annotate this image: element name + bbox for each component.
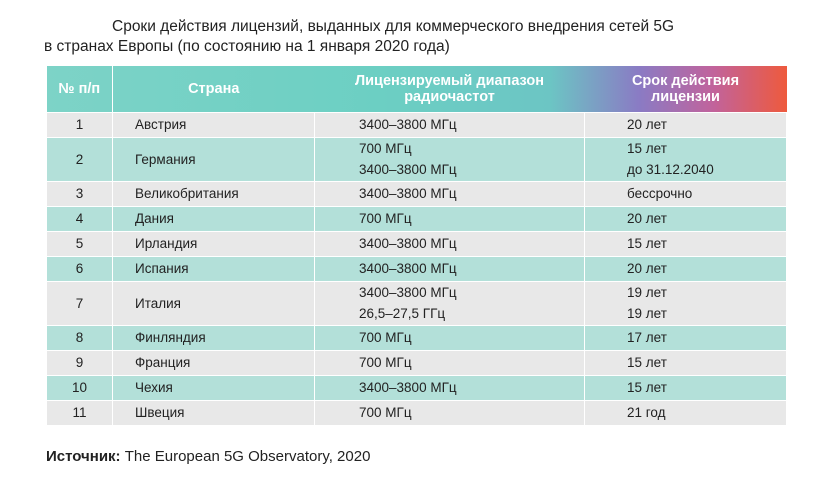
cell-range: 700 МГц [314,349,585,376]
cell-term: 20 лет [584,205,787,232]
cell-range: 700 МГц 3400–3800 МГц [314,136,585,182]
source-label: Источник: [46,448,121,465]
range-line: 3400–3800 МГц [359,117,457,132]
cell-term: 15 лет до 31.12.2040 [584,136,787,182]
table-row: 10 Чехия 3400–3800 МГц 15 лет [46,374,787,401]
cell-country: Австрия [112,111,315,138]
term-line: бессрочно [627,186,693,201]
table-row: 5 Ирландия 3400–3800 МГц 15 лет [46,230,787,257]
table-row: 7 Италия 3400–3800 МГц 26,5–27,5 ГГц 19 лет 1… [46,280,787,326]
cell-num: 5 [46,230,113,257]
cell-country: Франция [112,349,315,376]
cell-num: 7 [46,280,113,326]
cell-range: 700 МГц [314,399,585,426]
table-row: 3 Великобритания 3400–3800 МГц бессрочно [46,180,787,207]
cell-range: 3400–3800 МГц [314,255,585,282]
range-line: 700 МГц [359,355,412,370]
licenses-table: № п/п Страна Лицензируемый диапазон ради… [46,66,787,426]
source-note: Источник: The European 5G Observatory, 2… [46,448,370,465]
cell-country: Финляндия [112,324,315,351]
table-row: 1 Австрия 3400–3800 МГц 20 лет [46,111,787,138]
cell-range: 3400–3800 МГц [314,374,585,401]
cell-num: 2 [46,136,113,182]
cell-term: бессрочно [584,180,787,207]
cell-num: 8 [46,324,113,351]
term-line: 17 лет [627,330,667,345]
cell-country: Дания [112,205,315,232]
cell-term: 19 лет 19 лет [584,280,787,326]
cell-country: Швеция [112,399,315,426]
cell-country: Германия [112,136,315,182]
title-line-1: Сроки действия лицензий, выданных для ко… [112,18,675,35]
header-range: Лицензируемый диапазон радиочастот [315,66,585,112]
title-line-2: в странах Европы (по состоянию на 1 янва… [44,38,450,55]
range-line: 700 МГц [359,330,412,345]
cell-range: 3400–3800 МГц [314,111,585,138]
cell-num: 10 [46,374,113,401]
term-line: до 31.12.2040 [627,162,714,177]
cell-range: 700 МГц [314,205,585,232]
header-num: № п/п [46,66,113,112]
term-line: 20 лет [627,117,667,132]
cell-num: 4 [46,205,113,232]
term-line: 20 лет [627,211,667,226]
cell-term: 20 лет [584,111,787,138]
cell-term: 17 лет [584,324,787,351]
range-line: 3400–3800 МГц [359,261,457,276]
header-term-line-2: лицензии [651,88,720,105]
range-line: 3400–3800 МГц [359,236,457,251]
term-line: 19 лет [627,306,667,321]
range-line: 3400–3800 МГц [359,162,457,177]
page-title: Сроки действия лицензий, выданных для ко… [44,17,784,57]
table-row: 11 Швеция 700 МГц 21 год [46,399,787,426]
cell-range: 3400–3800 МГц [314,180,585,207]
table-row: 2 Германия 700 МГц 3400–3800 МГц 15 лет до 31… [46,136,787,182]
table-row: 4 Дания 700 МГц 20 лет [46,205,787,232]
range-line: 700 МГц [359,211,412,226]
cell-term: 20 лет [584,255,787,282]
range-line: 700 МГц [359,141,412,156]
table-body: 1 Австрия 3400–3800 МГц 20 лет 2 Германия 700 … [46,111,787,426]
cell-num: 1 [46,111,113,138]
header-term: Срок действия лицензии [585,66,787,112]
range-line: 3400–3800 МГц [359,380,457,395]
header-range-line-2: радиочастот [404,88,495,105]
term-line: 15 лет [627,355,667,370]
cell-range: 700 МГц [314,324,585,351]
source-text: The European 5G Observatory, 2020 [120,448,371,465]
cell-num: 11 [46,399,113,426]
cell-term: 15 лет [584,230,787,257]
range-line: 26,5–27,5 ГГц [359,306,446,321]
header-country: Страна [188,80,240,97]
table-row: 8 Финляндия 700 МГц 17 лет [46,324,787,351]
cell-term: 15 лет [584,374,787,401]
term-line: 20 лет [627,261,667,276]
range-line: 700 МГц [359,405,412,420]
cell-country: Ирландия [112,230,315,257]
range-line: 3400–3800 МГц [359,285,457,300]
term-line: 15 лет [627,236,667,251]
term-line: 15 лет [627,141,667,156]
cell-term: 15 лет [584,349,787,376]
term-line: 15 лет [627,380,667,395]
header-term-line-1: Срок действия [631,72,740,89]
cell-range: 3400–3800 МГц 26,5–27,5 ГГц [314,280,585,326]
table-header-row: № п/п Страна Лицензируемый диапазон ради… [46,66,787,112]
term-line: 19 лет [627,285,667,300]
cell-num: 9 [46,349,113,376]
cell-country: Испания [112,255,315,282]
table-row: 9 Франция 700 МГц 15 лет [46,349,787,376]
cell-num: 6 [46,255,113,282]
cell-range: 3400–3800 МГц [314,230,585,257]
cell-country: Чехия [112,374,315,401]
cell-term: 21 год [584,399,787,426]
cell-country: Великобритания [112,180,315,207]
table-row: 6 Испания 3400–3800 МГц 20 лет [46,255,787,282]
range-line: 3400–3800 МГц [359,186,457,201]
cell-num: 3 [46,180,113,207]
header-range-line-1: Лицензируемый диапазон [354,72,545,89]
term-line: 21 год [627,405,666,420]
cell-country: Италия [112,280,315,326]
